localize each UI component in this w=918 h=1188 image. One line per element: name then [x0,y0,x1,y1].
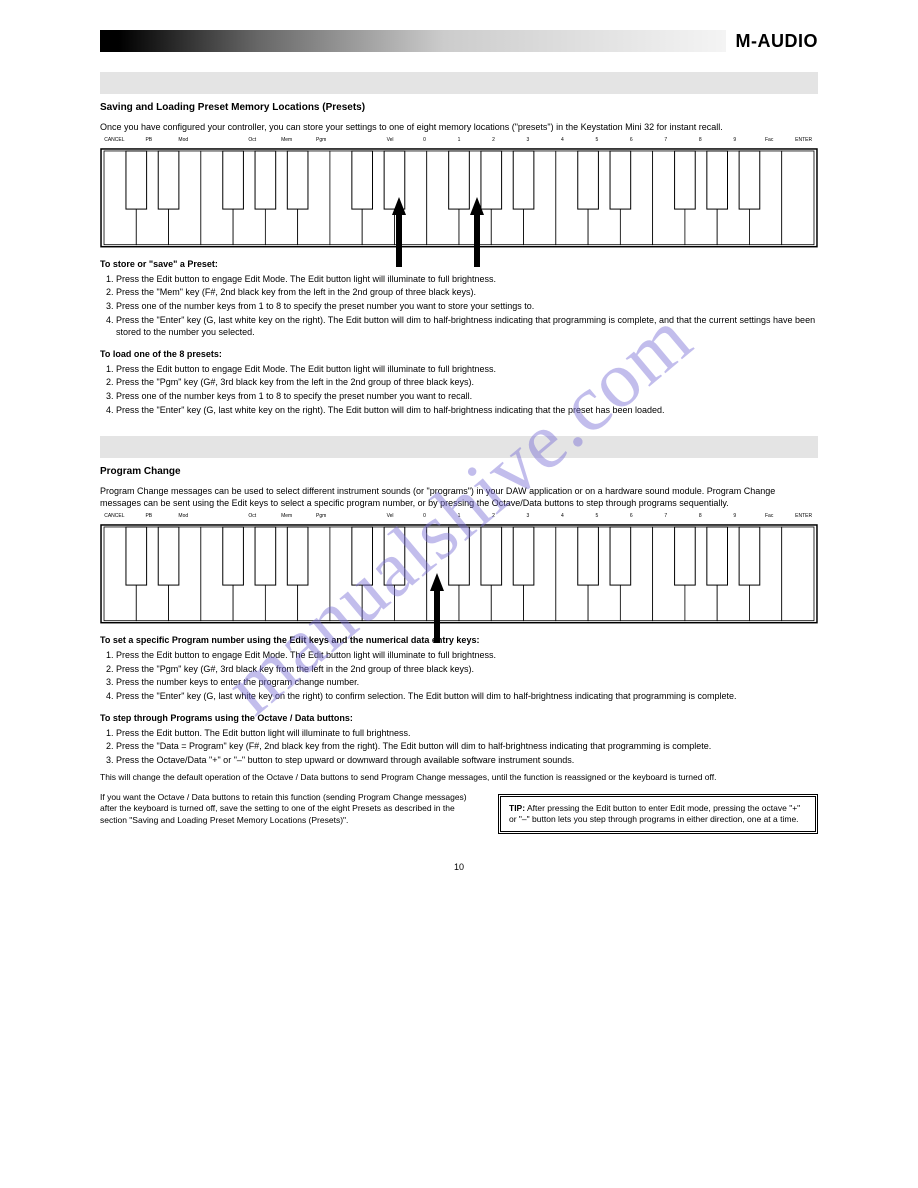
key-label: 5 [595,137,598,143]
key-label: 4 [561,137,564,143]
sub2-steps-1: Press the Edit button to engage Edit Mod… [116,649,818,702]
key-label: 7 [664,137,667,143]
pointer-arrow [470,197,484,267]
step-item: Press the "Pgm" key (G#, 3rd black key f… [116,376,818,389]
load-subtitle: To load one of the 8 presets: [100,349,818,359]
key-label: 8 [699,137,702,143]
brand-logo: M-AUDIO [726,31,819,52]
key-label: Fac [765,137,773,143]
pointer-arrow [430,573,444,643]
step-item: Press one of the number keys from 1 to 8… [116,390,818,403]
step-item: Press the "Pgm" key (G#, 3rd black key f… [116,663,818,676]
key-label: 2 [492,513,495,519]
key-label: Oct [248,513,256,519]
tip-box: TIP: After pressing the Edit button to e… [498,794,818,834]
note-1: This will change the default operation o… [100,772,818,783]
load-steps: Press the Edit button to engage Edit Mod… [116,363,818,416]
key-label: 4 [561,513,564,519]
key-label: 1 [458,137,461,143]
section-heading-bar-2 [100,436,818,458]
key-label: 2 [492,137,495,143]
key-label: Mem [281,513,292,519]
tip-text: After pressing the Edit button to enter … [509,803,800,824]
page-number: 10 [100,862,818,872]
key-label: 9 [733,137,736,143]
key-label: CANCEL [104,137,124,143]
key-label: 1 [458,513,461,519]
key-label: 0 [423,513,426,519]
step-item: Press the number keys to enter the progr… [116,676,818,689]
key-label: Fac [765,513,773,519]
sub2-title-2: To step through Programs using the Octav… [100,713,818,723]
keyboard-diagram-2: CANCEL PB Mod Oct Mem Pgm Vel 0 1 2 3 4 5 6 7 8 9 Fac ENTE… [100,515,818,625]
section-heading-bar-1 [100,72,818,94]
key-label: Pgm [316,513,326,519]
key-label: Vel [387,137,394,143]
save-subtitle: To store or "save" a Preset: [100,259,818,269]
section-1-title: Saving and Loading Preset Memory Locatio… [100,102,818,113]
key-label: 0 [423,137,426,143]
key-label: 5 [595,513,598,519]
header-bar: M-AUDIO [100,30,818,52]
step-item: Press the "Enter" key (G, last white key… [116,314,818,339]
step-item: Press the Edit button to engage Edit Mod… [116,649,818,662]
key-label: 7 [664,513,667,519]
pointer-arrow [392,197,406,267]
key-label: Mod [178,137,188,143]
save-steps: Press the Edit button to engage Edit Mod… [116,273,818,339]
header-gradient [100,30,726,52]
key-label: PB [145,137,152,143]
step-item: Press the "Data = Program" key (F#, 2nd … [116,740,818,753]
section-1-intro: Once you have configured your controller… [100,121,818,133]
key-label: 9 [733,513,736,519]
step-item: Press the "Mem" key (F#, 2nd black key f… [116,286,818,299]
key-label: Pgm [316,137,326,143]
key-label: CANCEL [104,513,124,519]
key-label: 3 [527,137,530,143]
key-label: 3 [527,513,530,519]
tip-label: TIP: [509,803,525,813]
key-label: Mod [178,513,188,519]
step-item: Press the "Enter" key (G, last white key… [116,690,818,703]
key-label: ENTER [795,513,812,519]
key-label: Mem [281,137,292,143]
step-item: Press the Edit button to engage Edit Mod… [116,273,818,286]
key-label: ENTER [795,137,812,143]
note-2: If you want the Octave / Data buttons to… [100,792,482,826]
section-2-title: Program Change [100,466,818,477]
sub2-steps-2: Press the Edit button. The Edit button l… [116,727,818,767]
key-label: PB [145,513,152,519]
key-label: 8 [699,513,702,519]
step-item: Press the Octave/Data "+" or "–" button … [116,754,818,767]
keyboard-diagram-1: CANCEL PB Mod Oct Mem Pgm Vel 0 1 2 3 4 5 6 7 8 9 Fac ENTE… [100,139,818,249]
step-item: Press one of the number keys from 1 to 8… [116,300,818,313]
page-content: Saving and Loading Preset Memory Locatio… [100,72,818,872]
keyboard-svg-2 [100,515,818,625]
key-label: Oct [248,137,256,143]
sub2-title-1: To set a specific Program number using t… [100,635,818,645]
key-label: Vel [387,513,394,519]
step-item: Press the Edit button. The Edit button l… [116,727,818,740]
keyboard-svg-1 [100,139,818,249]
step-item: Press the "Enter" key (G, last white key… [116,404,818,417]
key-label: 6 [630,137,633,143]
step-item: Press the Edit button to engage Edit Mod… [116,363,818,376]
section-2-intro: Program Change messages can be used to s… [100,485,818,509]
key-label: 6 [630,513,633,519]
